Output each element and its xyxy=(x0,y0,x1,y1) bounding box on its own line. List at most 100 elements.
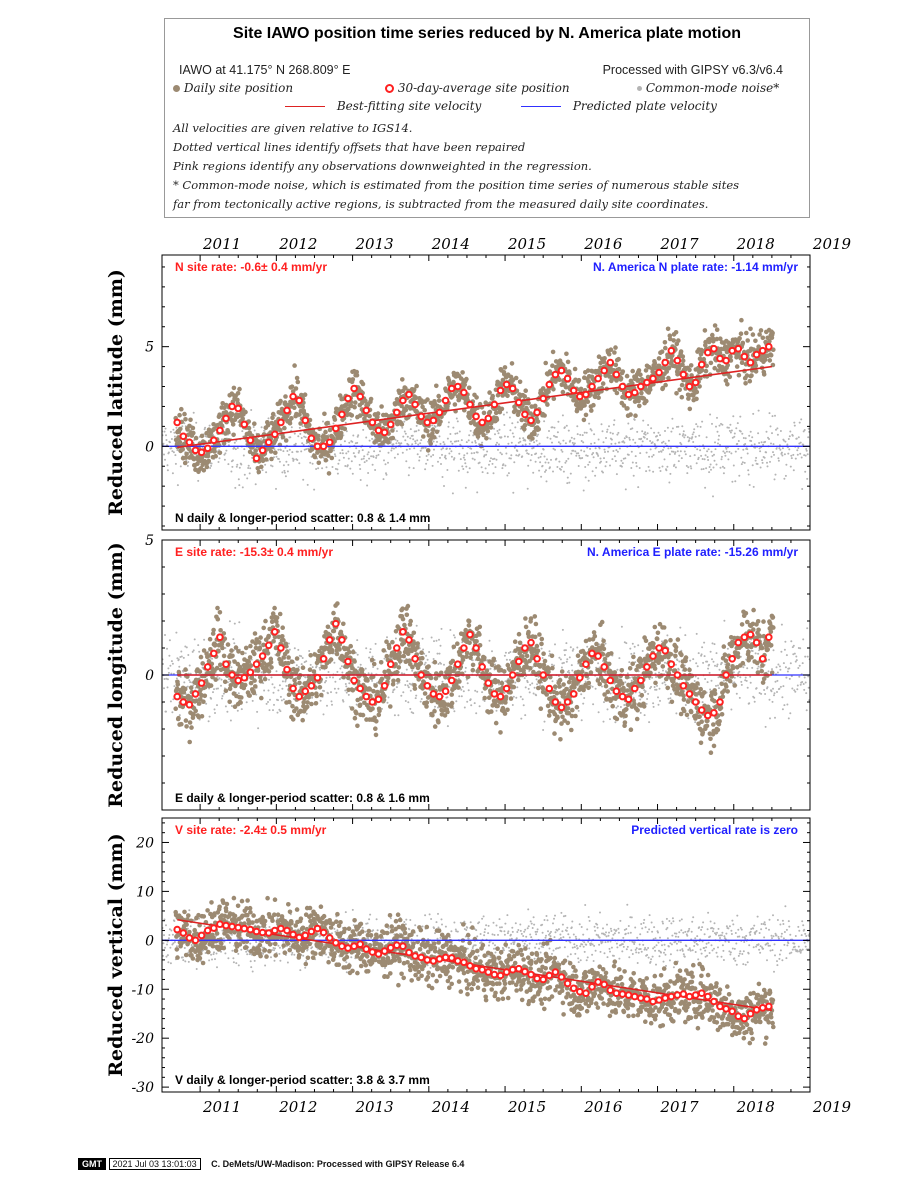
daily-point xyxy=(424,428,430,434)
common-mode-point xyxy=(701,646,704,649)
common-mode-point xyxy=(662,440,665,443)
common-mode-point xyxy=(270,676,273,679)
common-mode-point xyxy=(579,457,582,460)
common-mode-point xyxy=(703,458,706,461)
common-mode-point xyxy=(553,434,555,437)
common-mode-point xyxy=(584,476,587,479)
daily-point xyxy=(517,379,523,385)
common-mode-point xyxy=(248,472,251,475)
common-mode-point xyxy=(701,420,704,423)
common-mode-point xyxy=(531,682,534,685)
common-mode-point xyxy=(798,675,801,678)
common-mode-point xyxy=(558,656,561,659)
common-mode-point xyxy=(318,666,321,669)
common-mode-point xyxy=(187,654,190,656)
average-point xyxy=(515,398,523,407)
common-mode-point xyxy=(464,670,467,673)
common-mode-point xyxy=(336,670,339,673)
common-mode-point xyxy=(168,654,171,657)
common-mode-point xyxy=(411,443,414,446)
common-mode-point xyxy=(795,659,798,662)
common-mode-point xyxy=(774,473,777,476)
daily-point xyxy=(744,373,750,378)
common-mode-point xyxy=(717,438,720,441)
common-mode-point xyxy=(452,634,455,637)
daily-point xyxy=(723,378,729,383)
common-mode-point xyxy=(363,455,366,458)
daily-point xyxy=(400,377,405,382)
common-mode-point xyxy=(651,676,654,679)
common-mode-point xyxy=(495,458,498,461)
daily-point xyxy=(316,437,321,442)
common-mode-point xyxy=(532,692,535,695)
common-mode-point xyxy=(462,456,465,459)
common-mode-point xyxy=(412,438,415,441)
daily-point xyxy=(182,686,188,692)
daily-point xyxy=(183,718,189,723)
common-mode-point xyxy=(653,431,656,434)
common-mode-point xyxy=(700,468,703,471)
daily-point xyxy=(578,386,584,392)
common-mode-point xyxy=(712,466,715,469)
common-mode-point xyxy=(768,698,771,701)
common-mode-point xyxy=(604,465,607,468)
common-mode-point xyxy=(230,666,233,669)
common-mode-point xyxy=(623,437,626,440)
common-mode-point xyxy=(303,435,306,438)
daily-point xyxy=(290,703,295,709)
common-mode-point xyxy=(583,431,586,434)
common-mode-point xyxy=(216,704,218,707)
common-mode-point xyxy=(211,657,213,660)
common-mode-point xyxy=(508,658,511,661)
common-mode-point xyxy=(431,424,434,427)
common-mode-point xyxy=(557,420,560,423)
common-mode-point xyxy=(464,666,467,669)
common-mode-point xyxy=(802,638,805,641)
common-mode-point xyxy=(577,465,580,467)
daily-point xyxy=(284,649,290,654)
common-mode-point xyxy=(267,417,270,420)
common-mode-point xyxy=(600,460,602,463)
common-mode-point xyxy=(640,437,643,440)
common-mode-point xyxy=(473,702,476,705)
common-mode-point xyxy=(609,464,611,467)
daily-point xyxy=(318,454,324,459)
common-mode-point xyxy=(758,447,761,450)
daily-point xyxy=(252,678,257,683)
common-mode-point xyxy=(752,412,755,415)
common-mode-point xyxy=(754,459,757,462)
site-rate-text: N site rate: -0.6± 0.4 mm/yr xyxy=(175,260,327,274)
daily-point xyxy=(300,665,306,670)
common-mode-point xyxy=(483,700,486,702)
daily-point xyxy=(669,358,675,364)
site-location: IAWO at 41.175° N 268.809° E xyxy=(179,63,351,77)
common-mode-point xyxy=(305,712,308,715)
common-mode-point xyxy=(792,653,795,656)
plot-frame xyxy=(161,254,811,531)
common-mode-point xyxy=(614,460,617,462)
common-mode-point xyxy=(709,650,712,653)
common-mode-point xyxy=(576,433,579,436)
common-mode-point xyxy=(327,692,329,695)
common-mode-point xyxy=(170,672,173,675)
common-mode-point xyxy=(178,665,181,668)
common-mode-point xyxy=(545,480,548,483)
common-mode-point xyxy=(650,685,653,688)
common-mode-point xyxy=(254,483,257,486)
common-mode-point xyxy=(582,702,585,705)
daily-point xyxy=(292,363,297,368)
common-mode-point xyxy=(184,645,187,648)
daily-point xyxy=(620,369,626,374)
common-mode-point xyxy=(432,454,435,456)
legend-box: Site IAWO position time series reduced b… xyxy=(164,18,810,218)
common-mode-point xyxy=(592,456,595,459)
daily-point xyxy=(606,351,612,357)
common-mode-point xyxy=(178,714,181,717)
daily-point xyxy=(714,336,720,342)
common-mode-point xyxy=(571,669,574,672)
common-mode-point xyxy=(465,441,468,444)
common-mode-point xyxy=(727,426,730,429)
daily-point xyxy=(262,676,268,682)
common-mode-point xyxy=(404,700,407,702)
daily-point xyxy=(530,436,535,441)
